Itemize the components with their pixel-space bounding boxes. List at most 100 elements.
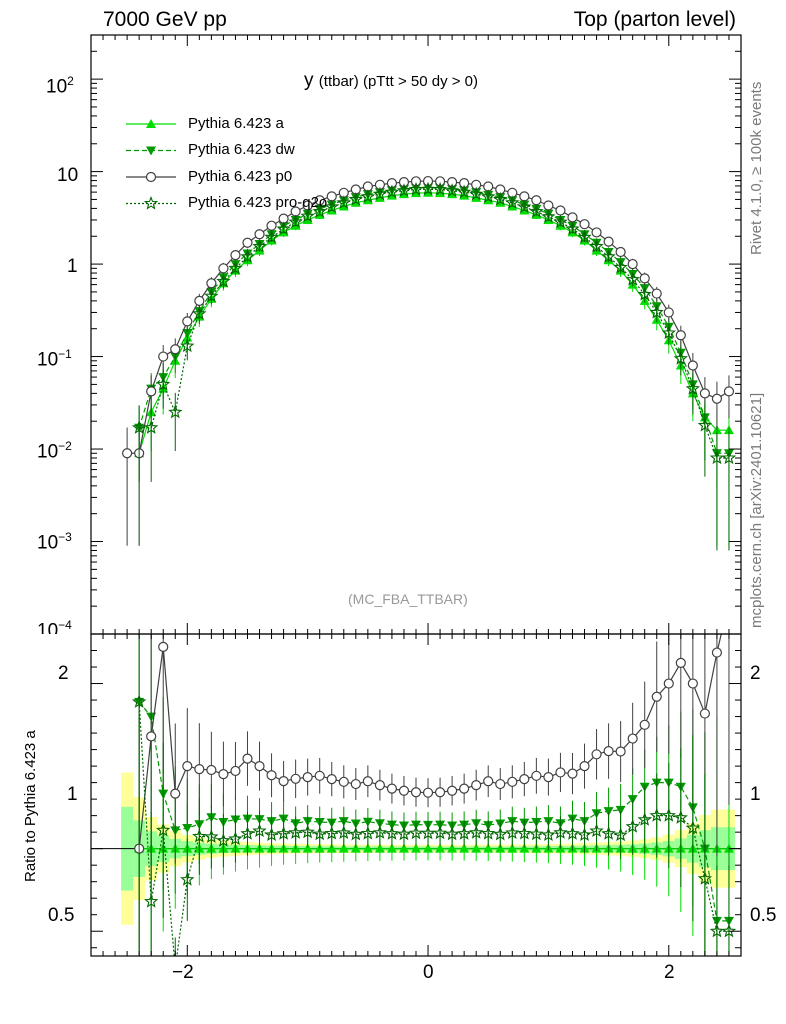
ratio-point-pro bbox=[444, 826, 460, 841]
legend-marker-pro bbox=[143, 195, 159, 210]
data-point-pro bbox=[156, 376, 171, 391]
ratio-point-pro bbox=[372, 825, 388, 839]
plot-title: y (ttbar) (pTtt > 50 dy > 0) bbox=[304, 70, 478, 92]
ratio-point-p0 bbox=[386, 783, 398, 794]
ratio-point-pro bbox=[312, 826, 327, 841]
plot-title-cuts: (ttbar) (pTtt > 50 dy > 0) bbox=[318, 73, 479, 90]
ratio-point-a bbox=[471, 843, 482, 853]
data-point-pro bbox=[673, 351, 688, 365]
ratio-point-p0 bbox=[242, 753, 253, 764]
ratio-tick-2-right: 2 bbox=[750, 663, 761, 684]
ratio-point-dw bbox=[615, 805, 626, 815]
ratio-point-a bbox=[338, 843, 349, 853]
ratio-point-pro bbox=[697, 871, 713, 885]
ratio-point-pro bbox=[396, 826, 412, 841]
data-point-pro bbox=[131, 420, 147, 434]
data-point-p0 bbox=[447, 177, 458, 188]
data-point-p0 bbox=[170, 344, 181, 355]
ratio-point-pro bbox=[264, 827, 279, 842]
ratio-point-pro bbox=[288, 825, 303, 839]
ytick-label-0.01: 10−2 bbox=[37, 439, 72, 463]
data-point-pro bbox=[180, 338, 195, 353]
legend-label-pro: Pythia 6.423 pro-q2o bbox=[188, 194, 328, 211]
data-point-pro bbox=[601, 249, 616, 263]
ratio-point-pro bbox=[456, 826, 472, 840]
data-point-pro bbox=[637, 286, 652, 301]
ratio-point-pro bbox=[529, 826, 544, 841]
ratio-point-p0 bbox=[447, 785, 458, 796]
ratio-point-pro bbox=[192, 828, 207, 843]
data-point-pro bbox=[481, 189, 496, 203]
ratio-point-p0 bbox=[579, 761, 590, 772]
ratio-point-p0 bbox=[170, 788, 181, 799]
data-point-pro bbox=[517, 199, 532, 214]
ratio-ylabel: Ratio to Pythia 6.423 a bbox=[22, 730, 39, 882]
ratio-point-p0 bbox=[290, 773, 301, 784]
legend-label-dw: Pythia 6.423 dw bbox=[188, 141, 295, 158]
ratio-point-p0 bbox=[398, 785, 410, 796]
data-point-pro bbox=[541, 209, 556, 223]
data-point-pro bbox=[216, 273, 231, 288]
ratio-point-p0 bbox=[338, 776, 349, 787]
data-point-pro bbox=[625, 272, 640, 286]
ratio-point-a bbox=[398, 843, 409, 853]
data-point-pro bbox=[144, 420, 159, 434]
ratio-point-p0 bbox=[194, 764, 205, 775]
ratio-point-pro bbox=[156, 822, 171, 837]
ratio-point-a bbox=[411, 843, 421, 853]
ratio-point-pro bbox=[709, 923, 725, 938]
data-point-p0 bbox=[675, 330, 686, 341]
data-point-dw bbox=[182, 328, 193, 338]
ratio-point-p0 bbox=[495, 778, 506, 790]
ratio-point-p0 bbox=[639, 719, 650, 730]
ratio-point-pro bbox=[673, 810, 688, 824]
data-point-pro bbox=[529, 204, 544, 218]
ratio-point-pro bbox=[505, 825, 520, 840]
data-point-p0 bbox=[158, 351, 169, 362]
data-point-pro bbox=[384, 184, 400, 199]
ratio-point-a bbox=[519, 843, 530, 853]
ytick-label-0.0001: 10−4 bbox=[37, 618, 72, 634]
ratio-tick-0.5-left: 0.5 bbox=[48, 905, 75, 926]
ratio-panel-series bbox=[91, 634, 741, 956]
ratio-point-pro bbox=[565, 826, 580, 840]
ratio-point-pro bbox=[625, 819, 640, 833]
ytick-label-100: 102 bbox=[46, 74, 74, 98]
series-line-p0 bbox=[127, 180, 730, 454]
rivet-label: Rivet 4.1.0, ≥ 100k events bbox=[748, 81, 765, 255]
ratio-point-p0 bbox=[567, 768, 578, 779]
ratio-line-dw bbox=[138, 701, 729, 922]
data-point-p0 bbox=[434, 176, 446, 187]
ratio-point-pro bbox=[144, 893, 159, 908]
ratio-point-pro bbox=[721, 923, 737, 938]
data-point-p0 bbox=[326, 191, 337, 202]
xtick-label-2: 2 bbox=[664, 962, 675, 983]
series-line-pro bbox=[139, 188, 729, 459]
data-point-p0 bbox=[410, 176, 422, 187]
data-point-p0 bbox=[567, 212, 578, 223]
ratio-point-pro bbox=[613, 827, 628, 842]
ratio-point-pro bbox=[204, 829, 219, 843]
ratio-point-p0 bbox=[314, 770, 325, 781]
data-point-pro bbox=[312, 203, 327, 218]
ratio-point-p0 bbox=[711, 647, 723, 658]
ratio-point-p0 bbox=[627, 733, 638, 744]
ratio-point-dw bbox=[603, 807, 614, 817]
data-point-pro bbox=[276, 221, 291, 236]
data-point-p0 bbox=[663, 307, 674, 318]
ratio-point-a bbox=[350, 843, 361, 853]
ratio-point-pro bbox=[336, 825, 351, 840]
ratio-point-pro bbox=[408, 825, 424, 840]
data-point-p0 bbox=[519, 191, 530, 202]
ratio-point-p0 bbox=[158, 641, 169, 652]
ratio-point-pro bbox=[601, 826, 616, 840]
ratio-point-p0 bbox=[459, 783, 470, 794]
ratio-point-p0 bbox=[603, 745, 614, 757]
data-point-p0 bbox=[591, 227, 602, 238]
data-point-p0 bbox=[711, 393, 723, 404]
ratio-point-a bbox=[326, 843, 337, 853]
data-point-p0 bbox=[555, 205, 566, 216]
ratio-point-a bbox=[423, 843, 434, 853]
ratio-point-p0 bbox=[699, 708, 710, 719]
